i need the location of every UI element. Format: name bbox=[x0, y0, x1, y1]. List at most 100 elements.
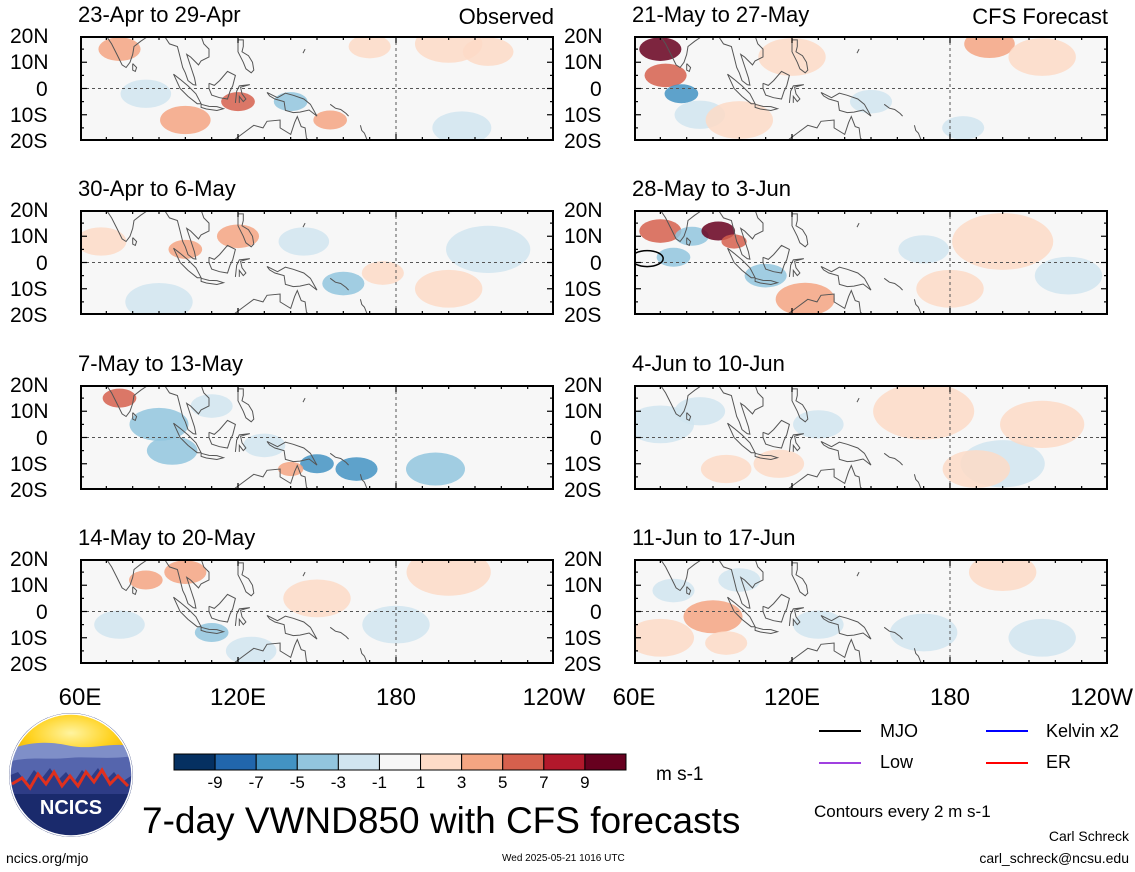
coastline-8 bbox=[820, 440, 872, 466]
forecast-panel-title-1: 21-May to 27-May bbox=[632, 2, 810, 27]
coastline-4 bbox=[754, 452, 780, 461]
observed-panel-1-lat-label-0: 20N bbox=[10, 25, 49, 48]
observed-panel-4-lat-label-0: 20N bbox=[10, 548, 49, 571]
colorbar-swatch-10 bbox=[584, 753, 627, 771]
forecast-panel-2-lat-label-0: 20N bbox=[564, 199, 603, 222]
coastline-1 bbox=[686, 412, 692, 422]
coastline-10 bbox=[329, 277, 349, 291]
colorbar-svg bbox=[173, 753, 627, 771]
field-anomaly-4 bbox=[322, 271, 365, 296]
field-anomaly-1 bbox=[168, 239, 203, 259]
forecast-panel-map-4 bbox=[634, 559, 1108, 664]
coastline-11 bbox=[359, 474, 368, 489]
coastline-14 bbox=[302, 222, 306, 228]
coastline-3 bbox=[173, 247, 202, 279]
coastline-1 bbox=[132, 63, 138, 73]
forecast-panel-4-lat-label-1: 10N bbox=[564, 574, 603, 598]
field-anomaly-7 bbox=[964, 36, 1015, 59]
forecast-lon-label-3: 120W bbox=[1070, 684, 1133, 711]
coastline-1 bbox=[686, 237, 692, 247]
field-anomaly-5 bbox=[873, 385, 975, 440]
footer-url: ncics.org/mjo bbox=[6, 850, 89, 866]
coastline-2 bbox=[717, 210, 764, 260]
coastline-2 bbox=[717, 559, 764, 609]
legend-swatch-kelvin bbox=[986, 730, 1028, 732]
coastline-1 bbox=[686, 63, 692, 73]
colorbar-tick-label-9: 9 bbox=[580, 773, 590, 792]
field-anomaly-2 bbox=[664, 84, 699, 104]
coastline-14 bbox=[856, 397, 860, 403]
coastline-0 bbox=[649, 559, 703, 592]
field-anomaly-6 bbox=[406, 559, 491, 596]
coastline-2 bbox=[163, 210, 210, 260]
field-anomaly-0 bbox=[639, 37, 682, 61]
observed-panel-map-1 bbox=[80, 36, 554, 141]
coastline-10 bbox=[883, 277, 903, 291]
observed-panel-title-1: 23-Apr to 29-Apr bbox=[78, 2, 241, 27]
coastline-10 bbox=[329, 103, 349, 117]
observed-panel-map-4 bbox=[80, 559, 554, 664]
coastline-4 bbox=[200, 452, 226, 461]
colorbar-tick-label-8: 7 bbox=[539, 773, 549, 792]
field-anomaly-10 bbox=[1034, 256, 1103, 295]
field-anomaly-8 bbox=[125, 282, 193, 315]
mjo-contour bbox=[634, 249, 664, 268]
coastline-7 bbox=[237, 39, 255, 74]
coastline-8 bbox=[266, 440, 318, 466]
forecast-panel-map-3 bbox=[634, 385, 1108, 490]
forecast-panel-map-1 bbox=[634, 36, 1108, 141]
field-anomaly-3 bbox=[753, 449, 805, 478]
coastline-0 bbox=[649, 36, 703, 69]
coastline-0 bbox=[649, 210, 703, 243]
legend-swatch-mjo bbox=[819, 730, 861, 732]
field-anomaly-8 bbox=[1008, 38, 1076, 76]
forecast-panel-1-lat-label-0: 20N bbox=[564, 25, 603, 48]
colorbar bbox=[173, 753, 627, 771]
coastline-0 bbox=[95, 210, 149, 243]
observed-panel-2-lat-label-3: 10S bbox=[10, 277, 48, 301]
coastline-8 bbox=[820, 614, 872, 640]
forecast-panel-4-lat-label-0: 20N bbox=[564, 548, 603, 571]
observed-panel-3-lat-label-2: 0 bbox=[36, 426, 48, 450]
field-anomaly-0 bbox=[634, 618, 695, 657]
field-anomaly-5 bbox=[849, 89, 893, 114]
colorbar-units: m s-1 bbox=[656, 764, 704, 785]
observed-label: Observed bbox=[458, 4, 554, 29]
observed-lon-label-3: 120W bbox=[522, 684, 586, 711]
field-anomaly-1 bbox=[675, 226, 709, 246]
colorbar-swatch-8 bbox=[502, 753, 545, 771]
coastline-9 bbox=[785, 464, 865, 490]
observed-panel-3-lat-label-4: 20S bbox=[10, 479, 48, 502]
observed-panel-1-lat-label-4: 20S bbox=[10, 130, 48, 153]
observed-panel-3-lat-label-0: 20N bbox=[10, 374, 49, 397]
coastline-7 bbox=[791, 213, 809, 248]
field-anomaly-3 bbox=[721, 234, 747, 249]
observed-panel-2-lat-label-2: 0 bbox=[36, 251, 48, 275]
legend-swatch-low bbox=[819, 762, 861, 764]
coastline-7 bbox=[237, 562, 255, 597]
field-anomaly-4 bbox=[300, 454, 334, 474]
forecast-panel-4-lat-label-3: 10S bbox=[564, 626, 602, 650]
field-anomaly-1 bbox=[164, 560, 207, 584]
field-anomaly-0 bbox=[80, 227, 127, 256]
main-title: 7-day VWND850 with CFS forecasts bbox=[142, 800, 741, 841]
coastline-1 bbox=[132, 237, 138, 247]
coastline-7 bbox=[791, 388, 809, 423]
colorbar-swatch-7 bbox=[461, 753, 504, 771]
colorbar-swatch-2 bbox=[255, 753, 298, 771]
coastline-11 bbox=[359, 125, 368, 140]
coastline-0 bbox=[95, 559, 149, 592]
coastline-2 bbox=[717, 385, 764, 435]
coastline-3 bbox=[727, 422, 756, 454]
field-anomaly-4 bbox=[283, 579, 351, 618]
field-anomaly-6 bbox=[414, 269, 483, 308]
coastline-3 bbox=[727, 73, 756, 105]
colorbar-swatch-0 bbox=[173, 753, 216, 771]
coastline-8 bbox=[820, 91, 872, 117]
observed-panel-2-lat-label-1: 10N bbox=[10, 225, 49, 249]
colorbar-tick-label-6: 3 bbox=[456, 773, 467, 792]
field-anomaly-8 bbox=[432, 111, 492, 141]
colorbar-tick-label-7: 5 bbox=[497, 773, 508, 792]
coastline-7 bbox=[791, 39, 809, 74]
colorbar-tick-label-4: -1 bbox=[371, 773, 388, 792]
